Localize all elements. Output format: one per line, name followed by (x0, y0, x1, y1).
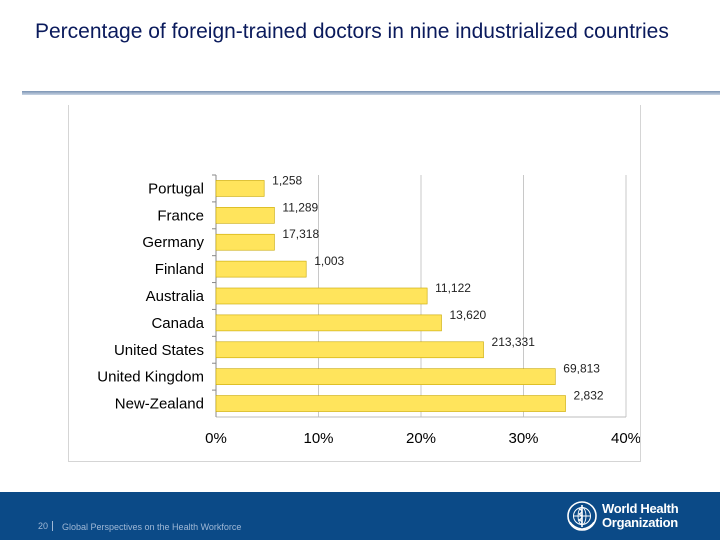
slide-title: Percentage of foreign-trained doctors in… (35, 20, 669, 43)
category-label: Germany (142, 234, 204, 251)
category-label: Canada (151, 315, 204, 332)
category-label: United Kingdom (97, 369, 204, 386)
bar (215, 233, 275, 251)
data-label: 13,620 (450, 308, 487, 322)
category-label: United States (114, 342, 204, 359)
data-label: 11,122 (435, 281, 471, 295)
x-tick-label: 10% (303, 430, 333, 447)
data-label: 1,258 (272, 173, 302, 187)
bar (215, 287, 428, 305)
bar (215, 180, 265, 197)
data-label: 69,813 (563, 362, 600, 376)
who-logo-text: World Health Organization (602, 501, 679, 530)
data-label: 213,331 (492, 335, 536, 349)
footer-separator (52, 521, 53, 531)
data-label: 1,003 (314, 254, 344, 268)
x-tick-label: 40% (611, 430, 640, 447)
x-tick-label: 0% (205, 430, 227, 447)
footer-text: Global Perspectives on the Health Workfo… (62, 522, 242, 532)
data-label: 2,832 (574, 389, 604, 403)
bar-chart: 0% 10% 20% 30% 40% Portugal 1,258 France 11,289 G… (97, 173, 640, 447)
category-label: New-Zealand (115, 396, 204, 413)
page-number: 20 (38, 521, 49, 531)
bar (215, 314, 442, 332)
bar (215, 368, 556, 385)
x-tick-label: 20% (406, 430, 436, 447)
x-tick-label: 30% (508, 430, 538, 447)
bar (215, 341, 484, 359)
bar (215, 395, 566, 412)
chart-frame: 0% 10% 20% 30% 40% Portugal 1,258 France 11,289 G… (68, 105, 641, 462)
title-divider (22, 91, 720, 95)
who-logo-line1: World Health (602, 501, 679, 516)
category-label: Portugal (148, 180, 204, 197)
footer-bar: 20 Global Perspectives on the Health Wor… (0, 492, 720, 540)
bar (215, 207, 275, 224)
category-label: Australia (146, 288, 205, 305)
category-label: Finland (155, 261, 204, 278)
data-label: 17,318 (282, 227, 319, 241)
data-label: 11,289 (282, 200, 318, 214)
who-logo-line2: Organization (602, 515, 678, 530)
category-label: France (157, 207, 204, 224)
who-emblem-icon (567, 501, 597, 531)
bar (215, 260, 307, 278)
